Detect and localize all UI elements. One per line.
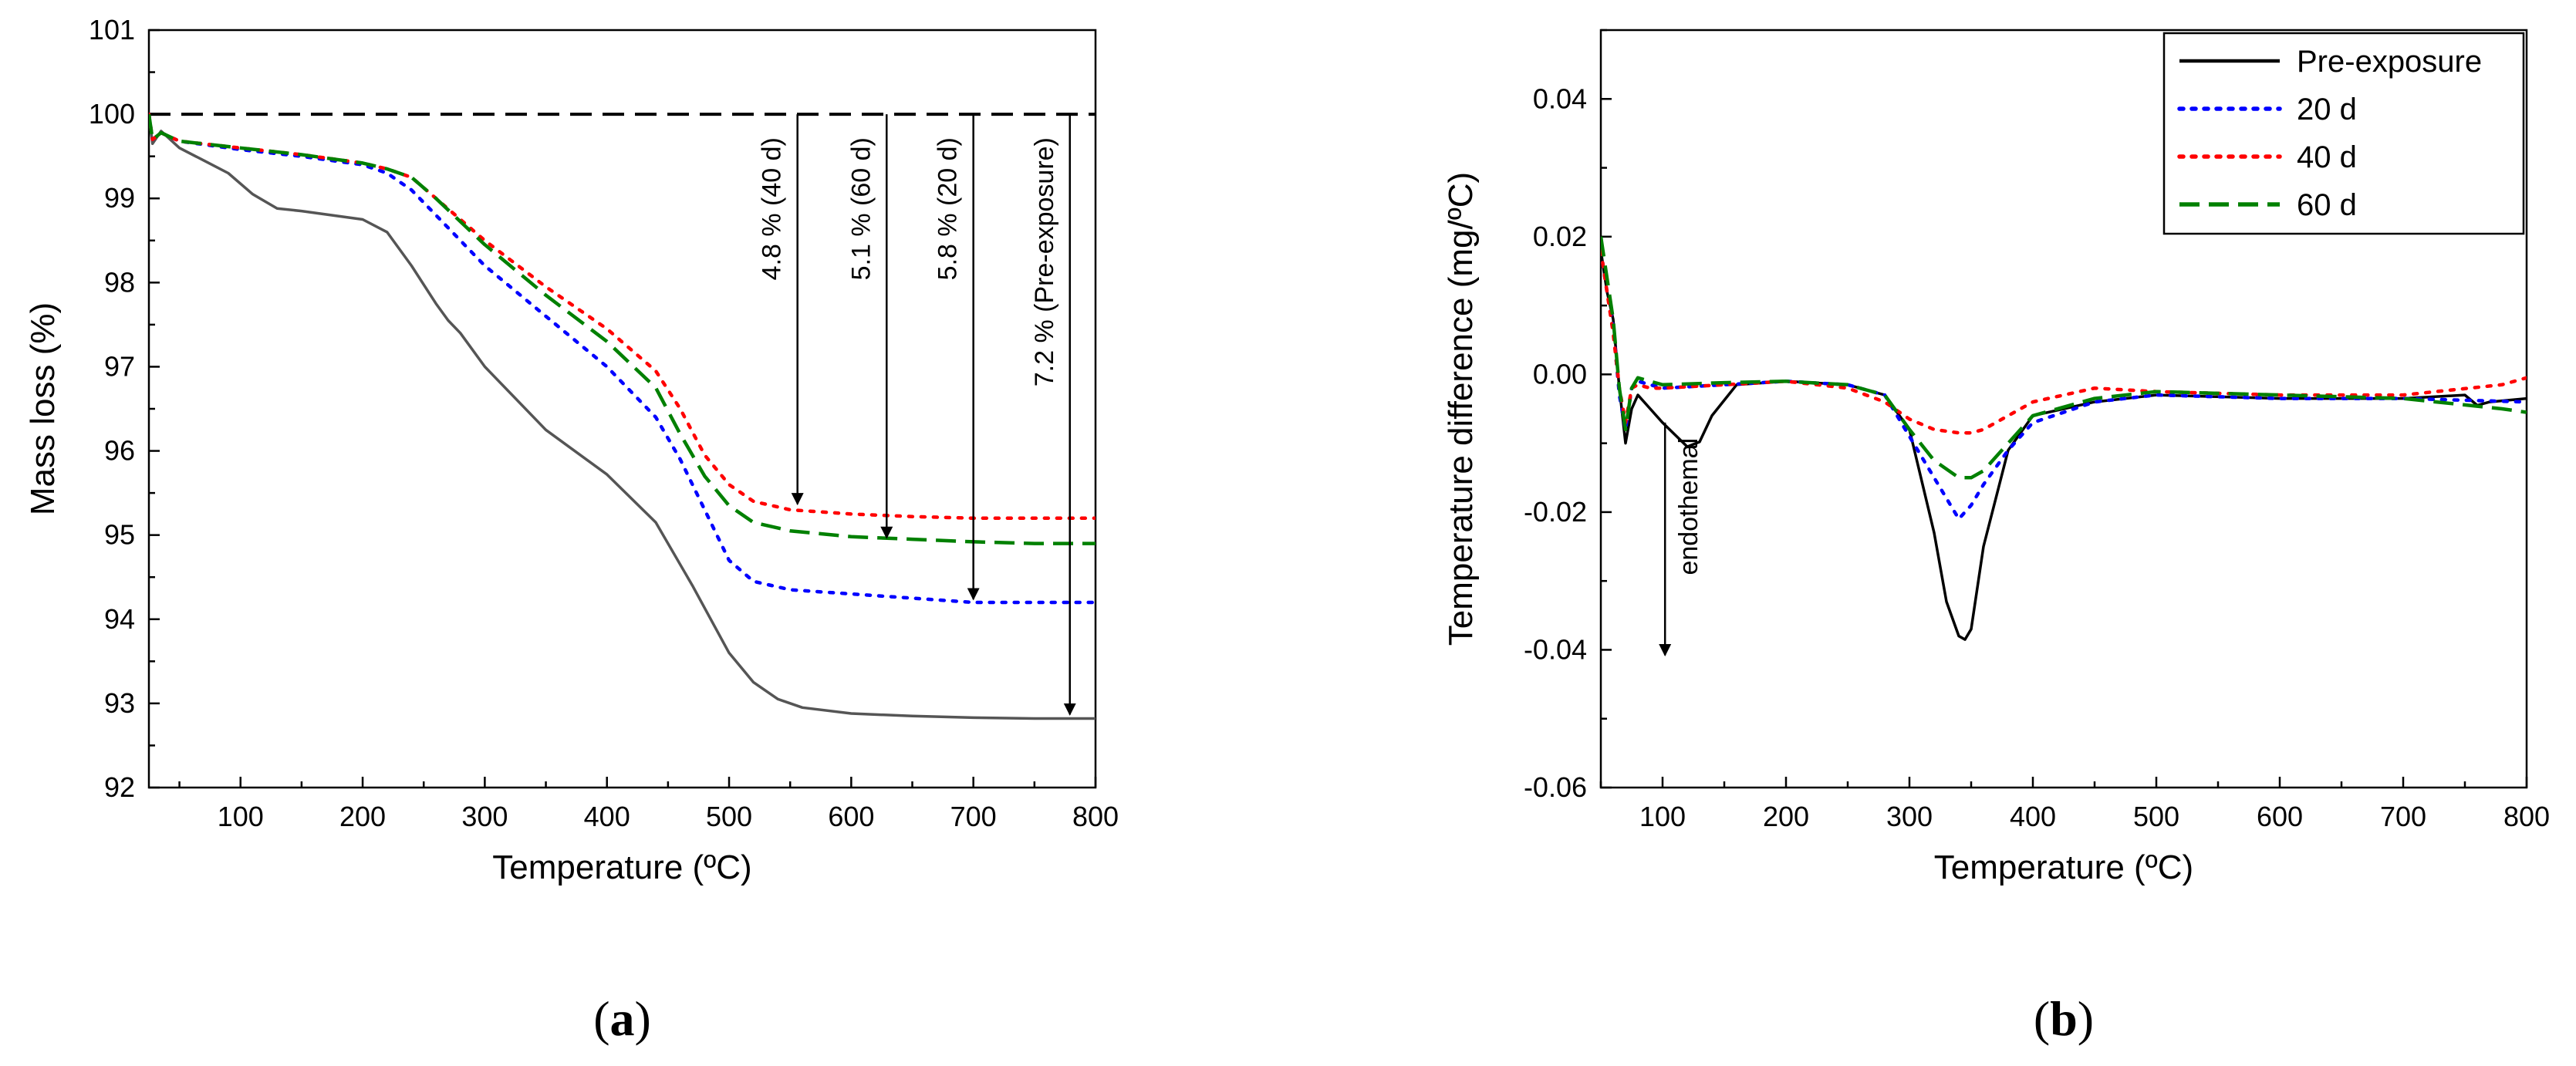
x-tick-label: 100 [218, 801, 264, 832]
y-tick-label: 96 [104, 435, 135, 467]
x-axis-title: Temperature (ºC) [1934, 848, 2193, 886]
x-tick-label: 800 [1072, 801, 1119, 832]
x-tick-label: 500 [706, 801, 752, 832]
x-axis-title: Temperature (ºC) [492, 848, 751, 886]
x-tick-label: 700 [950, 801, 997, 832]
y-tick-label: 94 [104, 603, 135, 635]
y-tick-label: -0.06 [1524, 771, 1587, 803]
annotation-label: 7.2 % (Pre-exposure) [1030, 137, 1059, 386]
x-tick-label: 600 [2257, 801, 2303, 832]
panel-label: (a) [593, 991, 651, 1046]
series-line-20-d [149, 112, 1096, 605]
x-tick-label: 400 [584, 801, 630, 832]
annotation-label: 5.8 % (20 d) [934, 137, 963, 280]
legend-box [2162, 32, 2525, 235]
y-axis-title: Temperature difference (mg/ºC) [1442, 172, 1480, 646]
x-tick-label: 300 [1886, 801, 1933, 832]
y-tick-label: 101 [89, 14, 135, 46]
series-line-60-d [1601, 236, 2527, 480]
y-tick-label: 99 [104, 182, 135, 214]
series-line-pre-exposure [149, 113, 1096, 720]
legend: Pre-exposure 20 d 40 d 60 d [2162, 32, 2525, 235]
panel-b: 100 200 300 400 500 600 700 800 -0.06 -0.04 -0.02 0… [1442, 29, 2550, 1046]
x-tick-label: 700 [2380, 801, 2426, 832]
y-tick-label: 100 [89, 98, 135, 130]
y-tick-label: 0.00 [1533, 358, 1587, 390]
panel-label: (b) [2034, 991, 2094, 1046]
y-tick-label: -0.04 [1524, 633, 1587, 665]
y-tick-label: 0.02 [1533, 221, 1587, 252]
y-tick-label: -0.02 [1524, 496, 1587, 528]
series-line-60-d [149, 113, 1096, 545]
y-axis-title: Mass loss (%) [24, 302, 62, 515]
series-line-20-d [1601, 248, 2527, 521]
x-tick-label: 800 [2503, 801, 2550, 832]
annotation-label: 5.1 % (60 d) [846, 137, 876, 280]
y-tick-label: 93 [104, 687, 135, 719]
y-tick-label: 97 [104, 350, 135, 382]
legend-label: Pre-exposure [2297, 45, 2482, 79]
y-tick-label: 98 [104, 266, 135, 298]
y-tick-label: 0.04 [1533, 83, 1587, 114]
x-tick-label: 500 [2133, 801, 2179, 832]
y-tick-label: 95 [104, 519, 135, 551]
x-tick-label: 100 [1639, 801, 1686, 832]
legend-label: 40 d [2297, 140, 2357, 174]
plot-frame [1599, 29, 2528, 789]
annotation-label: 4.8 % (40 d) [758, 137, 787, 280]
series-line-40-d [149, 112, 1096, 521]
x-tick-label: 200 [1763, 801, 1809, 832]
x-tick-label: 600 [828, 801, 874, 832]
x-tick-label: 300 [461, 801, 508, 832]
y-tick-label: 92 [104, 771, 135, 803]
x-tick-label: 400 [2010, 801, 2056, 832]
x-tick-label: 200 [339, 801, 386, 832]
legend-label: 20 d [2297, 93, 2357, 127]
annotation-label: endothemal [1674, 438, 1703, 575]
panel-a: 100 200 300 400 500 600 700 800 92 93 94 95 96 97 98 99… [24, 14, 1119, 1046]
legend-label: 60 d [2297, 188, 2357, 222]
